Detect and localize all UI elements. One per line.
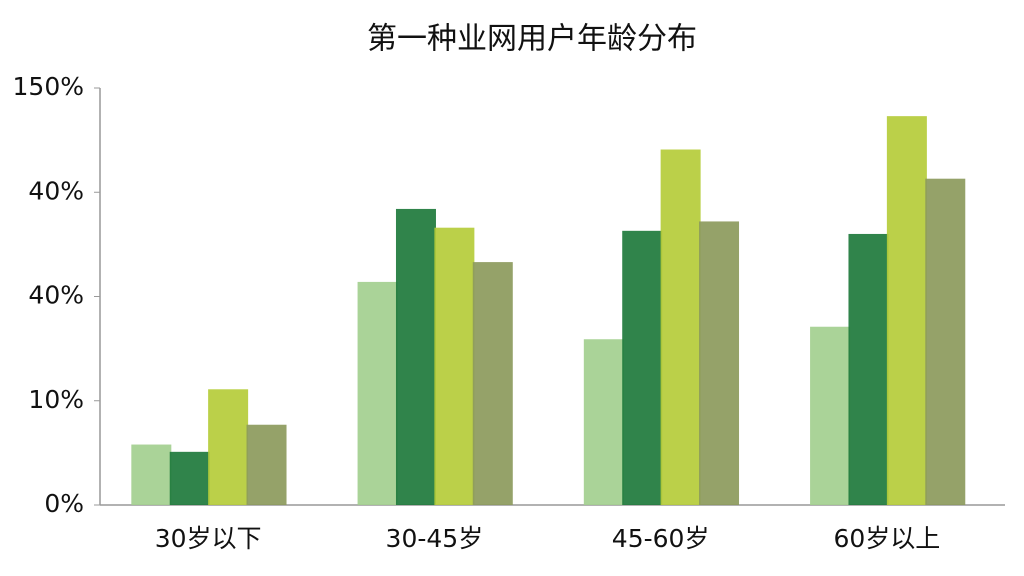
bar	[434, 227, 475, 505]
x-tick-label: 30岁以下	[155, 524, 262, 553]
bar	[660, 149, 701, 505]
x-tick-label: 45-60岁	[612, 524, 710, 553]
bar	[131, 444, 172, 505]
bar	[848, 233, 889, 505]
y-tick-label: 40%	[28, 281, 84, 310]
bar	[472, 262, 513, 505]
chart-title: 第一种业网用户年龄分布	[367, 22, 697, 57]
y-tick-label: 40%	[28, 176, 84, 205]
y-tick-label: 10%	[28, 385, 84, 414]
bar	[169, 451, 210, 505]
bar	[622, 230, 663, 505]
y-tick-label: 0%	[44, 489, 84, 518]
bar	[246, 424, 287, 505]
x-tick-label: 60岁以上	[833, 524, 940, 553]
bar	[886, 116, 927, 506]
bar	[208, 389, 249, 505]
bar	[583, 339, 624, 505]
bar	[810, 326, 851, 505]
y-tick-label: 150%	[13, 72, 84, 101]
bar	[357, 281, 398, 505]
bar	[395, 208, 436, 505]
bar	[699, 221, 740, 505]
x-tick-label: 30-45岁	[386, 524, 484, 553]
bar	[925, 178, 966, 505]
